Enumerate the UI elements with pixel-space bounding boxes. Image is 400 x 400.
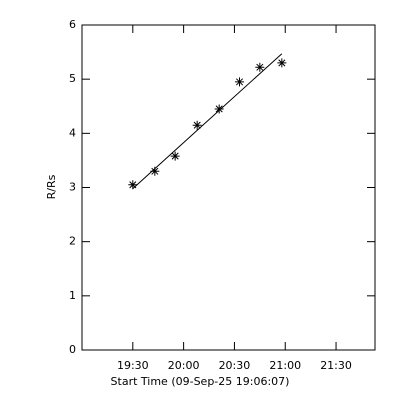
x-axis-label: Start Time (09-Sep-25 19:06:07) <box>111 375 290 388</box>
y-tick-label: 3 <box>69 181 76 194</box>
data-point <box>150 166 160 176</box>
x-tick-label: 19:30 <box>117 359 149 372</box>
data-point <box>277 58 287 68</box>
data-point <box>235 77 245 87</box>
y-tick-label: 0 <box>69 343 76 356</box>
x-tick-label: 20:00 <box>168 359 200 372</box>
y-tick-label: 2 <box>69 235 76 248</box>
x-tick-label: 21:30 <box>320 359 352 372</box>
data-point <box>128 180 138 190</box>
fit-line <box>132 53 283 189</box>
data-point <box>192 120 202 130</box>
y-tick-label: 4 <box>69 126 76 139</box>
y-tick-label: 6 <box>69 18 76 31</box>
y-tick-label: 5 <box>69 72 76 85</box>
y-tick-label: 1 <box>69 289 76 302</box>
plot-frame <box>81 24 376 351</box>
data-point <box>214 104 224 114</box>
x-tick-label: 21:00 <box>269 359 301 372</box>
x-tick-label: 20:30 <box>219 359 251 372</box>
data-point <box>170 151 180 161</box>
y-axis-label: R/Rs <box>45 174 58 199</box>
data-point <box>255 62 265 72</box>
